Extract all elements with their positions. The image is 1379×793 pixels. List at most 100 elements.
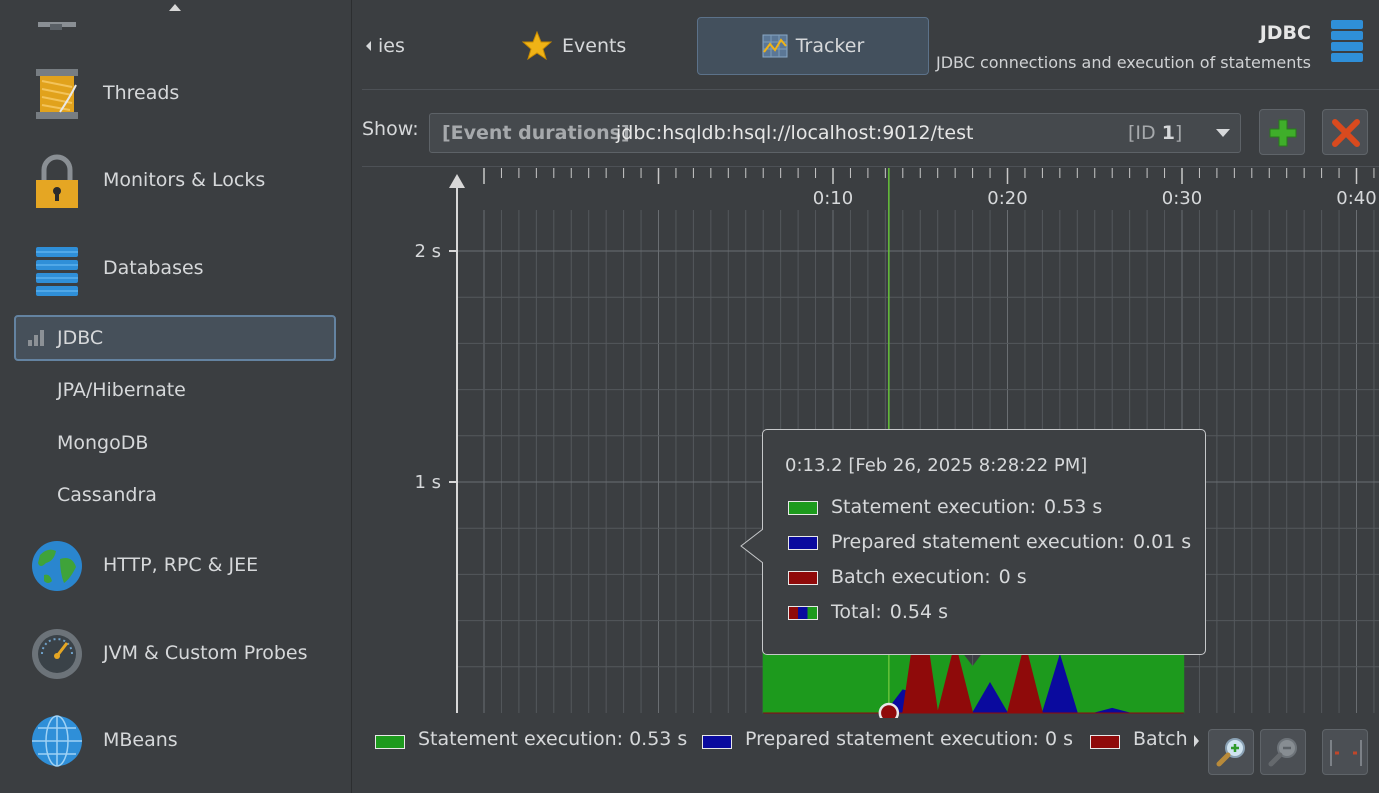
y-axis-arrow-icon xyxy=(449,174,465,188)
tab-previous[interactable]: ies xyxy=(362,17,452,75)
sidebar-item-jdbc[interactable]: JDBC xyxy=(14,315,336,361)
show-label: Show: xyxy=(362,118,419,140)
close-icon xyxy=(1332,119,1360,147)
tooltip-row-label: Batch execution: xyxy=(831,566,991,588)
id-prefix: [ID xyxy=(1128,122,1162,144)
y-tick-labels: 1 s 2 s xyxy=(414,241,457,493)
plus-icon xyxy=(1269,119,1297,147)
legend-swatch xyxy=(788,606,818,620)
tooltip-row-label: Prepared statement execution: xyxy=(831,531,1125,553)
tooltip-row-text: Batch execution: 0 s xyxy=(831,566,1027,588)
page-subtitle: JDBC connections and execution of statem… xyxy=(935,53,1311,72)
legend-swatch xyxy=(702,735,732,749)
sidebar-item-label: MongoDB xyxy=(57,432,149,454)
chevron-left-icon xyxy=(366,41,371,51)
thread-spool-icon xyxy=(36,69,78,119)
legend-swatch xyxy=(375,735,405,749)
tooltip-row-text: Total: 0.54 s xyxy=(831,601,948,623)
x-tick-labels: 0:100:200:300:400:50 xyxy=(813,188,1377,209)
legend-swatch xyxy=(1090,735,1120,749)
sidebar-item-label: Databases xyxy=(103,257,204,279)
partial-nav-icon xyxy=(38,22,76,30)
tab-label: Tracker xyxy=(795,35,865,57)
sidebar-item-label: JVM & Custom Probes xyxy=(103,642,308,664)
sidebar-item-label: HTTP, RPC & JEE xyxy=(103,554,259,576)
star-icon xyxy=(522,31,552,61)
tooltip-row-label: Total: xyxy=(831,601,882,623)
legend-swatch xyxy=(788,501,818,515)
cursor-marker-batch xyxy=(878,702,900,718)
database-icon xyxy=(36,247,78,296)
fit-to-window-button[interactable] xyxy=(1322,729,1368,775)
show-kind: [Event durations] xyxy=(442,122,630,144)
tab-events[interactable]: Events xyxy=(522,17,662,75)
zoom-out-icon xyxy=(1268,738,1297,767)
sidebar-item-label: Monitors & Locks xyxy=(103,169,266,191)
x-tick-label: 0:20 xyxy=(987,188,1027,209)
sidebar-item-label: JPA/Hibernate xyxy=(57,379,186,401)
padlock-icon xyxy=(36,154,78,208)
sidebar-item-label: MBeans xyxy=(103,729,178,751)
sidebar-item-mongodb[interactable]: MongoDB xyxy=(14,420,336,466)
legend-swatch xyxy=(788,536,818,550)
tooltip-row-value: 0.54 s xyxy=(889,601,949,623)
add-tracker-button[interactable] xyxy=(1259,109,1305,155)
sidebar: Threads Monitors & Locks Databases JDBC … xyxy=(0,0,352,793)
sidebar-item-mbeans[interactable]: MBeans xyxy=(0,705,351,775)
y-tick-label: 1 s xyxy=(414,472,441,493)
zoom-out-button[interactable] xyxy=(1260,729,1306,775)
sidebar-item-monitors-locks[interactable]: Monitors & Locks xyxy=(0,145,351,215)
header-divider xyxy=(362,89,1379,90)
tooltip-row-value: 0.01 s xyxy=(1132,531,1192,553)
legend-label: Statement execution: xyxy=(418,728,624,750)
tooltip-row-text: Statement execution: 0.53 s xyxy=(831,496,1102,518)
sidebar-item-label: Cassandra xyxy=(57,484,157,506)
chart-tooltip: 0:13.2 [Feb 26, 2025 8:28:22 PM] Stateme… xyxy=(762,429,1206,655)
gauge-icon xyxy=(32,629,82,679)
tooltip-time: 0:13.2 [Feb 26, 2025 8:28:22 PM] xyxy=(785,455,1088,476)
chart-bars-icon xyxy=(28,330,46,346)
sidebar-item-threads[interactable]: Threads xyxy=(0,58,351,128)
show-connection-id: [ID 1] xyxy=(1128,122,1182,144)
x-tick-label: 0:30 xyxy=(1162,188,1202,209)
tracker-chart-icon xyxy=(762,34,788,58)
tab-tracker[interactable]: Tracker xyxy=(697,17,929,75)
tab-label: Events xyxy=(562,35,627,57)
tooltip-row-text: Prepared statement execution: 0.01 s xyxy=(831,531,1191,553)
sidebar-item-jvm-custom-probes[interactable]: JVM & Custom Probes xyxy=(0,618,351,688)
sidebar-item-http-rpc-jee[interactable]: HTTP, RPC & JEE xyxy=(0,530,351,600)
show-dropdown[interactable]: [Event durations] jdbc:hsqldb:hsql://loc… xyxy=(429,113,1241,153)
x-tick-label: 0:10 xyxy=(813,188,853,209)
sidebar-item-cassandra[interactable]: Cassandra xyxy=(14,472,336,518)
chevron-right-icon[interactable] xyxy=(1194,735,1199,747)
scroll-up-arrow-icon[interactable] xyxy=(169,4,181,11)
zoom-in-button[interactable] xyxy=(1208,729,1254,775)
legend-label: Batch xyxy=(1133,728,1188,750)
y-tick-label: 2 s xyxy=(414,241,441,262)
fit-width-icon xyxy=(1330,740,1362,766)
tab-label: ies xyxy=(378,35,405,57)
legend-text: Batch xyxy=(1133,728,1188,750)
sidebar-item-jpa-hibernate[interactable]: JPA/Hibernate xyxy=(14,367,336,413)
legend-text: Prepared statement execution: 0 s xyxy=(745,728,1073,750)
zoom-in-icon xyxy=(1216,738,1245,767)
show-connection-url: jdbc:hsqldb:hsql://localhost:9012/test xyxy=(616,122,974,144)
id-suffix: ] xyxy=(1174,122,1183,144)
globe-icon xyxy=(32,541,82,591)
sidebar-item-label: JDBC xyxy=(57,327,104,349)
x-tick-label: 0:40 xyxy=(1336,188,1376,209)
tooltip-row-value: 0 s xyxy=(998,566,1027,588)
remove-tracker-button[interactable] xyxy=(1322,109,1368,155)
page-title: JDBC xyxy=(1259,22,1311,44)
sidebar-item-databases[interactable]: Databases xyxy=(0,233,351,303)
sidebar-item-label: Threads xyxy=(103,82,180,104)
chevron-down-icon[interactable] xyxy=(1216,129,1230,137)
toolbar-divider xyxy=(362,166,1379,167)
tooltip-pointer xyxy=(740,528,766,564)
mbeans-globe-icon xyxy=(32,715,82,767)
chart-axes xyxy=(449,174,465,713)
tooltip-row-value: 0.53 s xyxy=(1044,496,1103,518)
legend-value: 0 s xyxy=(1045,728,1074,750)
id-value: 1 xyxy=(1161,122,1175,144)
database-icon xyxy=(1331,20,1363,62)
